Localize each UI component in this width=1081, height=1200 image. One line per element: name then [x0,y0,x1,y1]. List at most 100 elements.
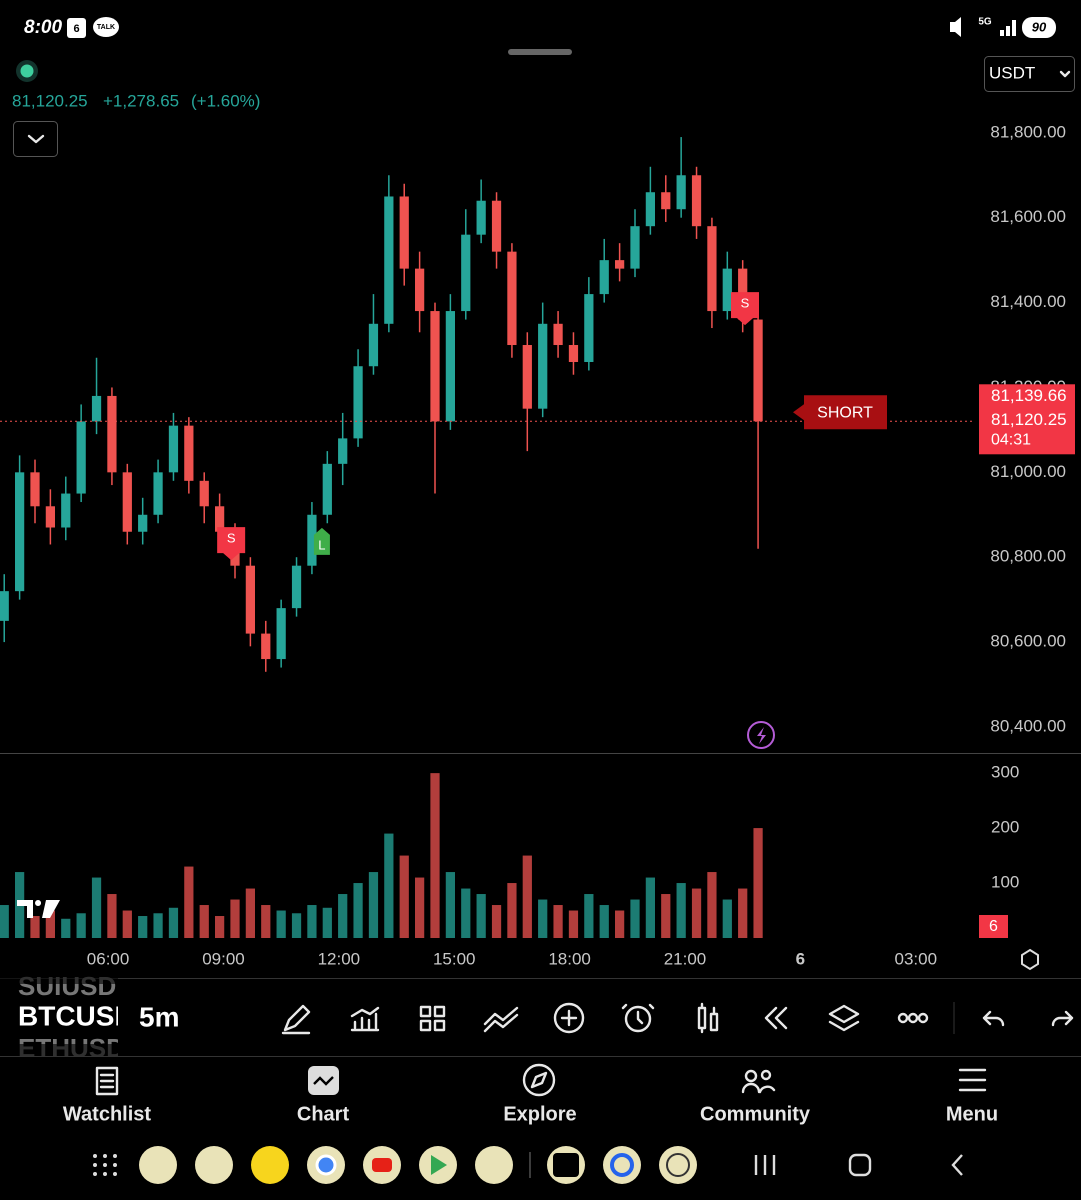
volume-bar [399,855,409,938]
nav-label[interactable]: Community [700,1103,811,1125]
clock-logo [666,1153,690,1177]
volume-bar [276,910,286,938]
signal-marker [731,292,759,326]
volume-bar [461,888,471,938]
volume-bar [415,877,425,938]
candle-body [184,425,194,481]
more-dot[interactable] [897,1012,909,1024]
mask [0,970,118,984]
volume-bar [384,833,394,938]
volume-tick-label: 200 [991,818,1019,837]
layers-icon[interactable] [828,1004,860,1032]
candle-body [138,514,148,532]
calendar-icon [67,18,86,38]
messages-app[interactable] [195,1146,233,1184]
community-icon[interactable] [741,1069,776,1094]
x-tick-label: 21:00 [664,949,707,968]
volume-bar [491,905,502,938]
home-button[interactable] [848,1153,872,1177]
volume-bar [353,883,363,938]
candle-body [568,345,579,362]
candle-body [415,268,425,312]
replay-icon[interactable] [764,1006,788,1030]
chevron [27,134,45,144]
more-dot[interactable] [917,1012,929,1024]
phone-app[interactable] [139,1146,177,1184]
volume-bar [691,888,702,938]
axis-settings[interactable] [1021,948,1039,971]
back-button[interactable] [951,1154,963,1176]
battery [1022,17,1056,38]
candle-body [430,311,440,422]
candle-body [384,196,394,324]
replay-hint [747,721,775,749]
kakao-app[interactable] [251,1146,289,1184]
candle-body [61,493,71,528]
symbol[interactable]: BTCUSD [18,1000,135,1031]
volume-bar [168,907,179,938]
camera-app[interactable] [475,1146,513,1184]
volume-bar [107,894,117,938]
status-dot [20,64,34,78]
recents-button[interactable] [754,1155,776,1175]
candle-body [0,591,9,621]
candle-body [322,463,332,515]
chrome-logo [315,1154,337,1176]
layout-icon[interactable] [419,1005,446,1032]
nav-label[interactable]: Chart [297,1103,350,1125]
x-tick-label: 03:00 [894,949,937,968]
nav-label[interactable]: Explore [503,1103,576,1125]
apps-grid[interactable] [93,1154,117,1176]
alert-icon[interactable] [624,1005,652,1033]
interval[interactable]: 5m [139,1001,179,1032]
nav-label[interactable]: Menu [946,1103,998,1125]
volume-bar [322,907,332,938]
undo-icon[interactable] [982,1010,1005,1027]
play-logo [431,1155,447,1175]
draw-icon[interactable] [281,1004,311,1035]
talk-label: TALK [97,24,115,31]
app[interactable] [603,1146,641,1184]
indicators-icon[interactable] [350,1006,380,1032]
redo-icon[interactable] [1051,1010,1074,1027]
alert-hands [621,1003,655,1025]
candle-body [76,421,86,494]
signal-label: S [227,531,236,546]
y-tick-label: 80,600.00 [990,632,1066,651]
explore-icon[interactable] [522,1063,556,1097]
candle-body [245,565,255,634]
menu-icon[interactable] [958,1068,987,1092]
chart-icon-line [313,1076,334,1086]
mask [0,1044,118,1056]
talk-icon [93,17,119,37]
candle-body [30,472,40,507]
drag-handle[interactable] [508,49,572,55]
compare-icon[interactable] [483,1006,519,1033]
more-dot[interactable] [907,1012,919,1024]
volume-bar [568,910,579,938]
add-icon[interactable] [553,1002,585,1034]
clock-app[interactable] [659,1146,697,1184]
y-tick-label: 80,800.00 [990,547,1066,566]
candle-body [445,311,455,422]
volume-bar [307,905,317,938]
volume-bar [291,913,302,938]
signal-marker [217,527,246,561]
volume-bar [368,872,379,938]
countdown: 04:31 [991,432,1031,449]
volume-bar [91,877,102,938]
volume-bar [507,883,517,938]
nav-label[interactable]: Watchlist [63,1103,151,1125]
candle-body [399,196,409,269]
candle-body [199,480,209,507]
chevron [1059,70,1071,78]
collapse-button[interactable] [13,121,58,157]
replay-bolt [757,727,766,744]
watchlist-icon[interactable] [95,1066,119,1096]
currency-select[interactable] [984,56,1075,92]
candle-body [368,323,379,367]
volume-bar [338,894,348,938]
candles-icon[interactable] [697,1002,719,1034]
volume-bar [707,872,717,938]
candle-body [691,175,702,227]
